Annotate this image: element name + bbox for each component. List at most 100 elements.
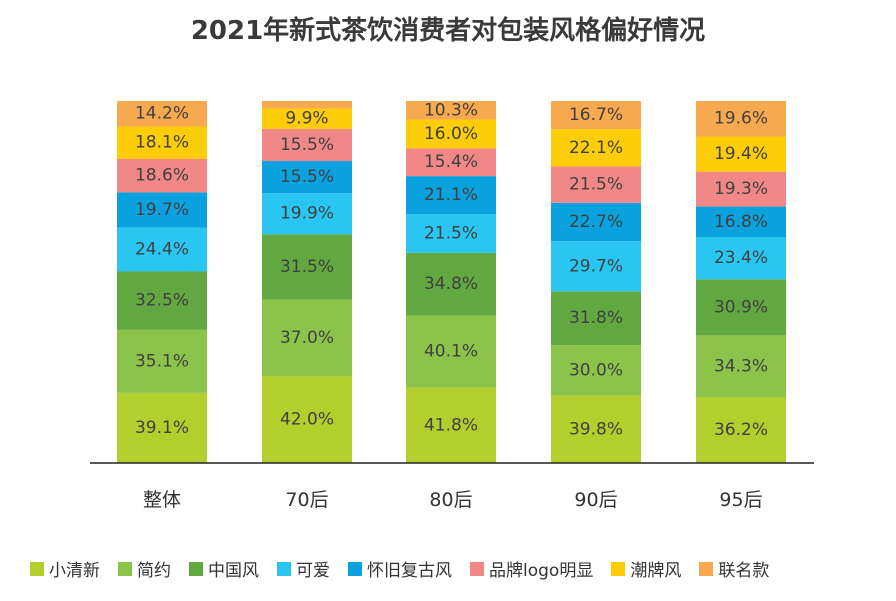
bar-value-label: 18.6% bbox=[135, 166, 189, 186]
category-label: 90后 bbox=[574, 489, 617, 511]
legend-item: 小清新 bbox=[30, 556, 100, 581]
bar-value-label: 36.2% bbox=[714, 420, 768, 440]
bar-value-label: 35.1% bbox=[135, 351, 189, 371]
bar-segment bbox=[696, 279, 786, 336]
bar-value-label: 16.8% bbox=[714, 212, 768, 232]
legend-item: 简约 bbox=[118, 556, 171, 581]
bar-segment bbox=[406, 252, 496, 316]
bar-value-label: 31.8% bbox=[569, 308, 623, 328]
legend-item: 中国风 bbox=[189, 556, 259, 581]
bar-value-label: 24.4% bbox=[135, 240, 189, 260]
legend-swatch bbox=[30, 561, 44, 576]
bar-value-label: 15.5% bbox=[280, 167, 334, 187]
bar-value-label: 16.7% bbox=[569, 105, 623, 125]
legend-label: 小清新 bbox=[49, 561, 100, 581]
bar-segment bbox=[551, 345, 641, 396]
bar-segment bbox=[696, 335, 786, 398]
bar-value-label: 39.1% bbox=[135, 418, 189, 438]
bar-value-label: 40.1% bbox=[424, 342, 478, 362]
category-labels-layer: 整体 70后 80后 90后 95后 bbox=[143, 489, 763, 511]
category-label: 80后 bbox=[429, 489, 472, 511]
legend-swatch bbox=[118, 561, 132, 576]
bar-segment bbox=[262, 128, 352, 162]
bar-value-label: 31.5% bbox=[280, 257, 334, 277]
bar-value-label: 22.1% bbox=[569, 138, 623, 158]
bar-segment bbox=[117, 227, 207, 272]
bar-value-label: 30.9% bbox=[714, 297, 768, 317]
bar-value-label: 29.7% bbox=[569, 256, 623, 276]
bar-value-label: 34.3% bbox=[714, 356, 768, 376]
legend-item: 联名款 bbox=[699, 556, 769, 581]
bar-segment bbox=[551, 395, 641, 463]
bar-segment bbox=[551, 241, 641, 292]
bar-segment bbox=[696, 236, 786, 280]
legend-label: 怀旧复古风 bbox=[367, 561, 452, 581]
bar-value-label: 15.4% bbox=[424, 152, 478, 172]
bar-segment bbox=[262, 101, 352, 109]
legend-label: 联名款 bbox=[718, 561, 770, 581]
bar-segment bbox=[696, 397, 786, 463]
stacked-bar-chart: 39.1% 35.1% 32.5% 24.4% 19.7% 18.6% 18.1% 14.2%… bbox=[90, 100, 814, 511]
bar-value-label: 22.7% bbox=[569, 212, 623, 232]
legend-label: 可爱 bbox=[296, 561, 330, 581]
legend-item: 怀旧复古风 bbox=[348, 556, 452, 581]
legend-swatch bbox=[470, 561, 484, 576]
bar-value-label: 34.8% bbox=[424, 274, 478, 294]
bar-segment bbox=[117, 271, 207, 330]
bar-value-label: 21.1% bbox=[424, 185, 478, 205]
bar-segment bbox=[551, 166, 641, 203]
bar-segment bbox=[117, 392, 207, 463]
bar-value-label: 19.6% bbox=[714, 109, 768, 129]
bar-segment bbox=[117, 329, 207, 393]
chart-title: 2021年新式茶饮消费者对包装风格偏好情况 bbox=[190, 16, 706, 46]
bar-segment bbox=[262, 376, 352, 463]
bar-value-label: 32.5% bbox=[135, 291, 189, 311]
bar-value-label: 21.5% bbox=[424, 223, 478, 243]
bar-segment bbox=[406, 101, 496, 120]
legend-swatch bbox=[348, 561, 362, 576]
legend: 小清新 简约 中国风 可爱 怀旧复古风 品牌logo明显 潮牌风 联名款 bbox=[30, 556, 890, 581]
legend-swatch bbox=[611, 561, 626, 576]
bar-segment bbox=[406, 214, 496, 253]
bar-value-label: 23.4% bbox=[714, 248, 768, 268]
bar-segment bbox=[262, 299, 352, 377]
bar-segment bbox=[551, 202, 641, 242]
bar-value-label: 16.0% bbox=[424, 124, 478, 144]
legend-label: 品牌logo明显 bbox=[489, 561, 594, 581]
legend-item: 潮牌风 bbox=[611, 556, 681, 581]
legend-swatch bbox=[277, 561, 291, 576]
bar-segment bbox=[696, 171, 786, 207]
bars-layer bbox=[117, 101, 786, 463]
category-label: 整体 bbox=[143, 489, 181, 511]
bar-segment bbox=[696, 206, 786, 237]
legend-swatch bbox=[189, 561, 203, 576]
legend-label: 简约 bbox=[137, 561, 171, 581]
legend-swatch bbox=[699, 561, 714, 576]
legend-label: 潮牌风 bbox=[630, 561, 682, 581]
bar-value-label: 18.1% bbox=[135, 133, 189, 153]
bar-segment bbox=[551, 129, 641, 167]
bar-value-label: 19.4% bbox=[714, 144, 768, 164]
bar-segment bbox=[262, 108, 352, 129]
bar-segment bbox=[262, 234, 352, 300]
bar-value-label: 21.5% bbox=[569, 175, 623, 195]
bar-value-label: 41.8% bbox=[424, 415, 478, 435]
bar-value-label: 15.5% bbox=[280, 135, 334, 155]
bar-segment bbox=[551, 291, 641, 346]
bar-value-label: 19.7% bbox=[135, 200, 189, 220]
category-label: 95后 bbox=[719, 489, 762, 511]
value-labels-layer: 39.1% 35.1% 32.5% 24.4% 19.7% 18.6% 18.1% 14.2%… bbox=[135, 100, 768, 440]
bar-value-label: 9.9% bbox=[285, 109, 328, 129]
bar-segment bbox=[406, 176, 496, 215]
bar-segment bbox=[406, 148, 496, 177]
bar-segment bbox=[696, 136, 786, 172]
bar-segment bbox=[117, 126, 207, 159]
bar-value-label: 10.3% bbox=[424, 100, 478, 120]
category-label: 70后 bbox=[285, 489, 328, 511]
bar-value-label: 14.2% bbox=[135, 104, 189, 124]
bar-value-label: 19.3% bbox=[714, 179, 768, 199]
bar-value-label: 37.0% bbox=[280, 328, 334, 348]
legend-label: 中国风 bbox=[208, 561, 259, 581]
bar-segment bbox=[696, 101, 786, 137]
bar-value-label: 19.9% bbox=[280, 204, 334, 224]
